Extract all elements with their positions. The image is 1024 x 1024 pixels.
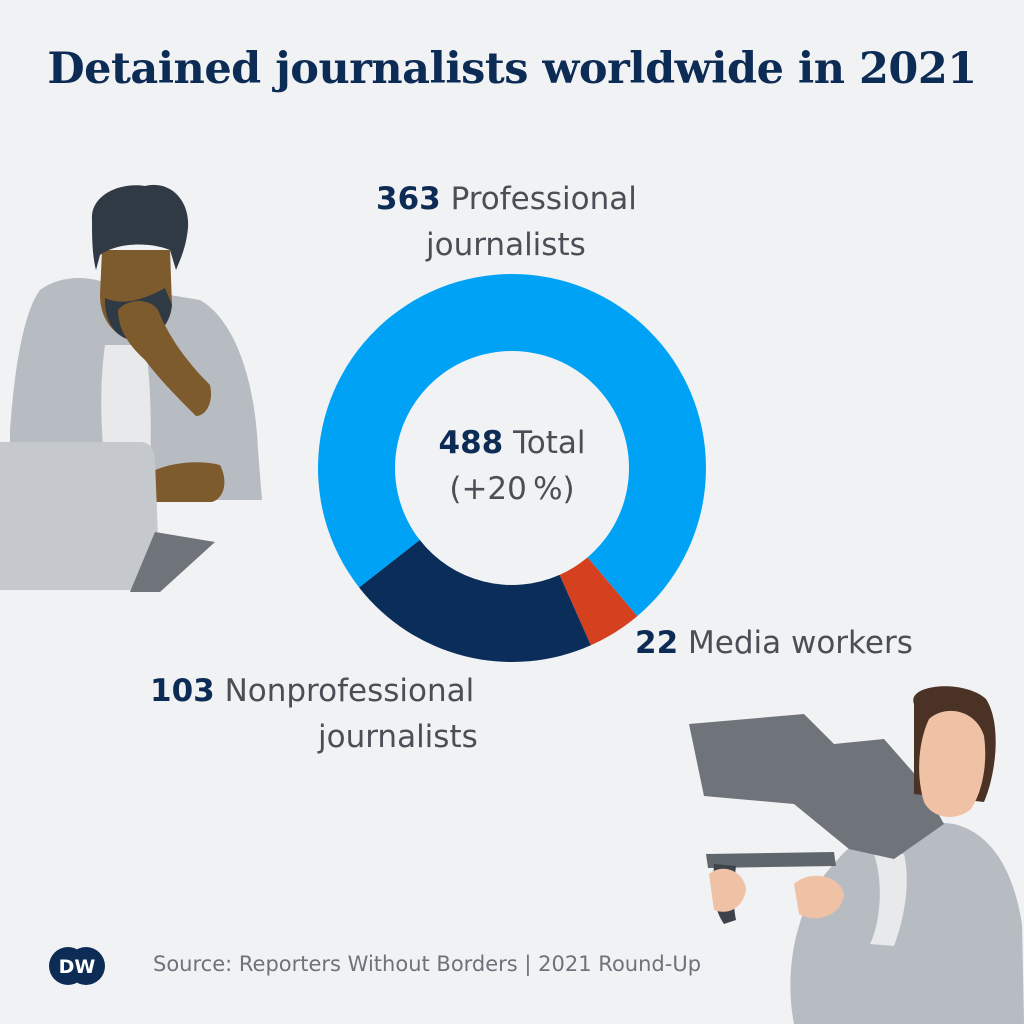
source-note: Source: Reporters Without Borders | 2021… — [153, 952, 702, 976]
media-value: 22 — [635, 625, 679, 661]
nonprofessional-line2: journalists — [318, 719, 478, 755]
media-text: Media workers — [688, 625, 913, 661]
dw-logo: DW — [49, 947, 105, 985]
professional-line1: Professional — [450, 181, 637, 217]
nonprofessional-line1: Nonprofessional — [224, 673, 475, 709]
professional-label: 363 Professional journalists — [376, 176, 637, 268]
donut-center-label: 488 Total (+20 %) — [412, 420, 612, 512]
nonprofessional-value: 103 — [150, 673, 215, 709]
nonprofessional-label: 103 Nonprofessional journalists — [150, 668, 478, 760]
donut-slice-professional-journalists — [318, 273, 706, 617]
man-at-laptop-illustration — [0, 184, 262, 592]
donut-slice-media-workers — [559, 557, 638, 646]
chart-title: Detained journalists worldwide in 2021 — [47, 44, 977, 94]
dw-logo-text: DW — [59, 956, 96, 978]
total-label: Total — [513, 425, 586, 461]
total-change: (+20 %) — [449, 471, 575, 507]
camerawoman-illustration — [689, 686, 1024, 1024]
donut-chart — [318, 273, 706, 662]
media-workers-label: 22 Media workers — [635, 620, 913, 666]
total-value: 488 — [438, 425, 504, 461]
professional-value: 363 — [376, 181, 441, 217]
donut-slice-nonprofessional-journalists — [359, 540, 591, 662]
professional-line2: journalists — [426, 227, 586, 263]
